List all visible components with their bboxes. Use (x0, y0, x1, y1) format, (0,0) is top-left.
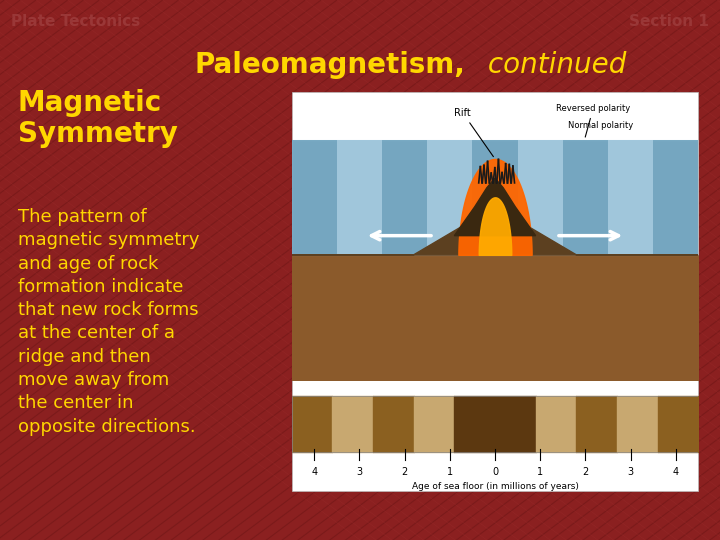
Bar (292, 140, 337, 255)
Polygon shape (454, 178, 536, 235)
Text: 1: 1 (537, 467, 544, 477)
Text: Section 1: Section 1 (629, 14, 709, 29)
Text: Magnetic
Symmetry: Magnetic Symmetry (18, 89, 178, 148)
Text: 0: 0 (492, 467, 498, 477)
Text: Age of sea floor (in millions of years): Age of sea floor (in millions of years) (412, 482, 578, 491)
Text: 2: 2 (582, 467, 588, 477)
Bar (337, 140, 382, 255)
Text: The pattern of
magnetic symmetry
and age of rock
formation indicate
that new roc: The pattern of magnetic symmetry and age… (18, 208, 199, 436)
Text: Rift: Rift (454, 108, 493, 157)
Bar (653, 140, 698, 255)
Text: 3: 3 (628, 467, 634, 477)
Text: continued: continued (479, 51, 626, 79)
Text: Normal polarity: Normal polarity (568, 121, 634, 130)
Bar (292, 396, 698, 452)
Bar (292, 92, 698, 491)
Text: 1: 1 (446, 467, 453, 477)
Bar (472, 140, 518, 255)
Text: Reversed polarity: Reversed polarity (556, 104, 630, 137)
Bar (563, 140, 608, 255)
Text: Paleomagnetism,: Paleomagnetism, (194, 51, 465, 79)
Bar (608, 140, 653, 255)
Bar (427, 140, 472, 255)
Text: 3: 3 (356, 467, 362, 477)
Bar (382, 140, 427, 255)
Text: 4: 4 (672, 467, 679, 477)
Text: Plate Tectonics: Plate Tectonics (11, 14, 140, 29)
Bar (518, 140, 563, 255)
Text: 2: 2 (402, 467, 408, 477)
Text: 4: 4 (311, 467, 318, 477)
Polygon shape (292, 178, 698, 255)
